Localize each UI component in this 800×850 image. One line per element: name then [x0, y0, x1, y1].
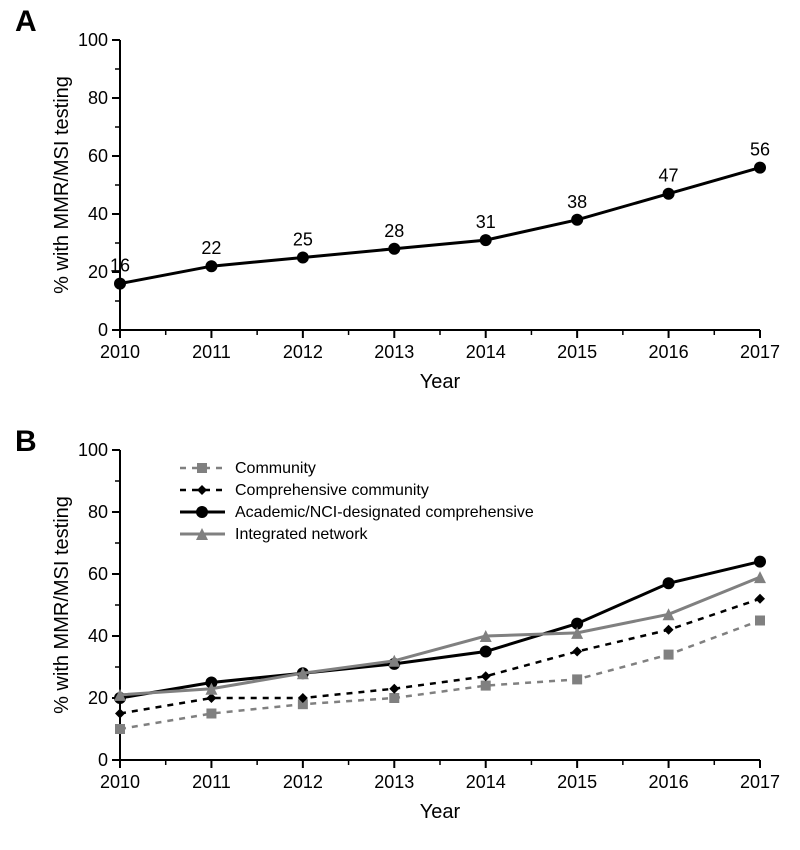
svg-text:20: 20	[88, 262, 108, 282]
svg-text:Comprehensive community: Comprehensive community	[235, 482, 429, 499]
svg-text:22: 22	[201, 238, 221, 258]
svg-text:Year: Year	[420, 801, 461, 823]
panel-a-label: A	[15, 5, 37, 39]
panel-b-chart: 0 20 40 60 80 100 2010 2011 2012 2013 2014 2015 2016…	[50, 440, 790, 830]
svg-text:2017: 2017	[740, 342, 780, 362]
svg-text:2016: 2016	[649, 772, 689, 792]
svg-text:47: 47	[659, 166, 679, 186]
svg-text:2017: 2017	[740, 772, 780, 792]
svg-text:2015: 2015	[557, 772, 597, 792]
svg-text:% with MMR/MSI testing: % with MMR/MSI testing	[51, 76, 73, 294]
svg-text:56: 56	[750, 140, 770, 160]
svg-text:2011: 2011	[192, 342, 231, 362]
svg-text:Integrated network: Integrated network	[235, 526, 369, 543]
svg-text:0: 0	[98, 320, 108, 340]
svg-text:2012: 2012	[283, 342, 323, 362]
svg-text:100: 100	[78, 440, 108, 460]
svg-text:60: 60	[88, 146, 108, 166]
svg-text:2012: 2012	[283, 772, 323, 792]
svg-text:31: 31	[476, 212, 496, 232]
svg-text:28: 28	[384, 221, 404, 241]
svg-text:2013: 2013	[374, 772, 414, 792]
svg-text:16: 16	[110, 256, 130, 276]
svg-text:2010: 2010	[100, 342, 140, 362]
svg-text:80: 80	[88, 502, 108, 522]
svg-text:2016: 2016	[649, 342, 689, 362]
svg-text:100: 100	[78, 30, 108, 50]
svg-text:25: 25	[293, 230, 313, 250]
svg-text:60: 60	[88, 564, 108, 584]
svg-text:20: 20	[88, 688, 108, 708]
svg-text:38: 38	[567, 192, 587, 212]
svg-text:2010: 2010	[100, 772, 140, 792]
figure-container: A 0 20 40 60 80 100 2010 2011 2012 2013 2014 2015 20…	[0, 0, 800, 850]
svg-text:2013: 2013	[374, 342, 414, 362]
svg-text:Community: Community	[235, 460, 316, 477]
svg-text:2014: 2014	[466, 772, 506, 792]
svg-text:% with MMR/MSI testing: % with MMR/MSI testing	[51, 496, 73, 714]
panel-b-label: B	[15, 425, 37, 459]
svg-text:Academic/NCI-designated compre: Academic/NCI-designated comprehensive	[235, 504, 534, 521]
svg-text:0: 0	[98, 750, 108, 770]
panel-a-chart: 0 20 40 60 80 100 2010 2011 2012 2013 2014 2015 2016…	[50, 20, 790, 400]
svg-text:40: 40	[88, 204, 108, 224]
svg-text:2015: 2015	[557, 342, 597, 362]
svg-text:Year: Year	[420, 371, 461, 393]
svg-text:2014: 2014	[466, 342, 506, 362]
svg-text:2011: 2011	[192, 772, 231, 792]
svg-text:80: 80	[88, 88, 108, 108]
svg-text:40: 40	[88, 626, 108, 646]
